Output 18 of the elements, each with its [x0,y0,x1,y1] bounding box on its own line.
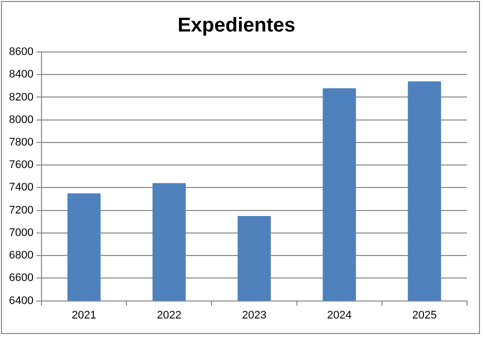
y-tick-label: 7600 [8,159,34,172]
y-tick-label: 7800 [8,136,34,149]
y-tick-label: 6600 [8,272,34,284]
x-tick-label: 2023 [242,309,266,322]
y-tick-label: 8200 [8,91,34,104]
y-tick-label: 7000 [8,226,34,239]
x-tick-label: 2021 [72,309,96,322]
x-tick-label: 2025 [412,309,437,322]
chart-title: Expedientes [178,14,296,37]
y-tick-label: 7400 [8,182,34,194]
y-tick-label: 8000 [8,114,34,126]
x-tick-label: 2022 [156,309,182,322]
y-tick-label: 7200 [8,204,34,216]
y-tick-label: 6800 [8,250,34,262]
y-tick-label: 8600 [8,46,34,58]
y-tick-label: 6400 [8,294,34,307]
x-tick-label: 2024 [327,309,352,322]
y-tick-label: 8400 [8,68,34,81]
